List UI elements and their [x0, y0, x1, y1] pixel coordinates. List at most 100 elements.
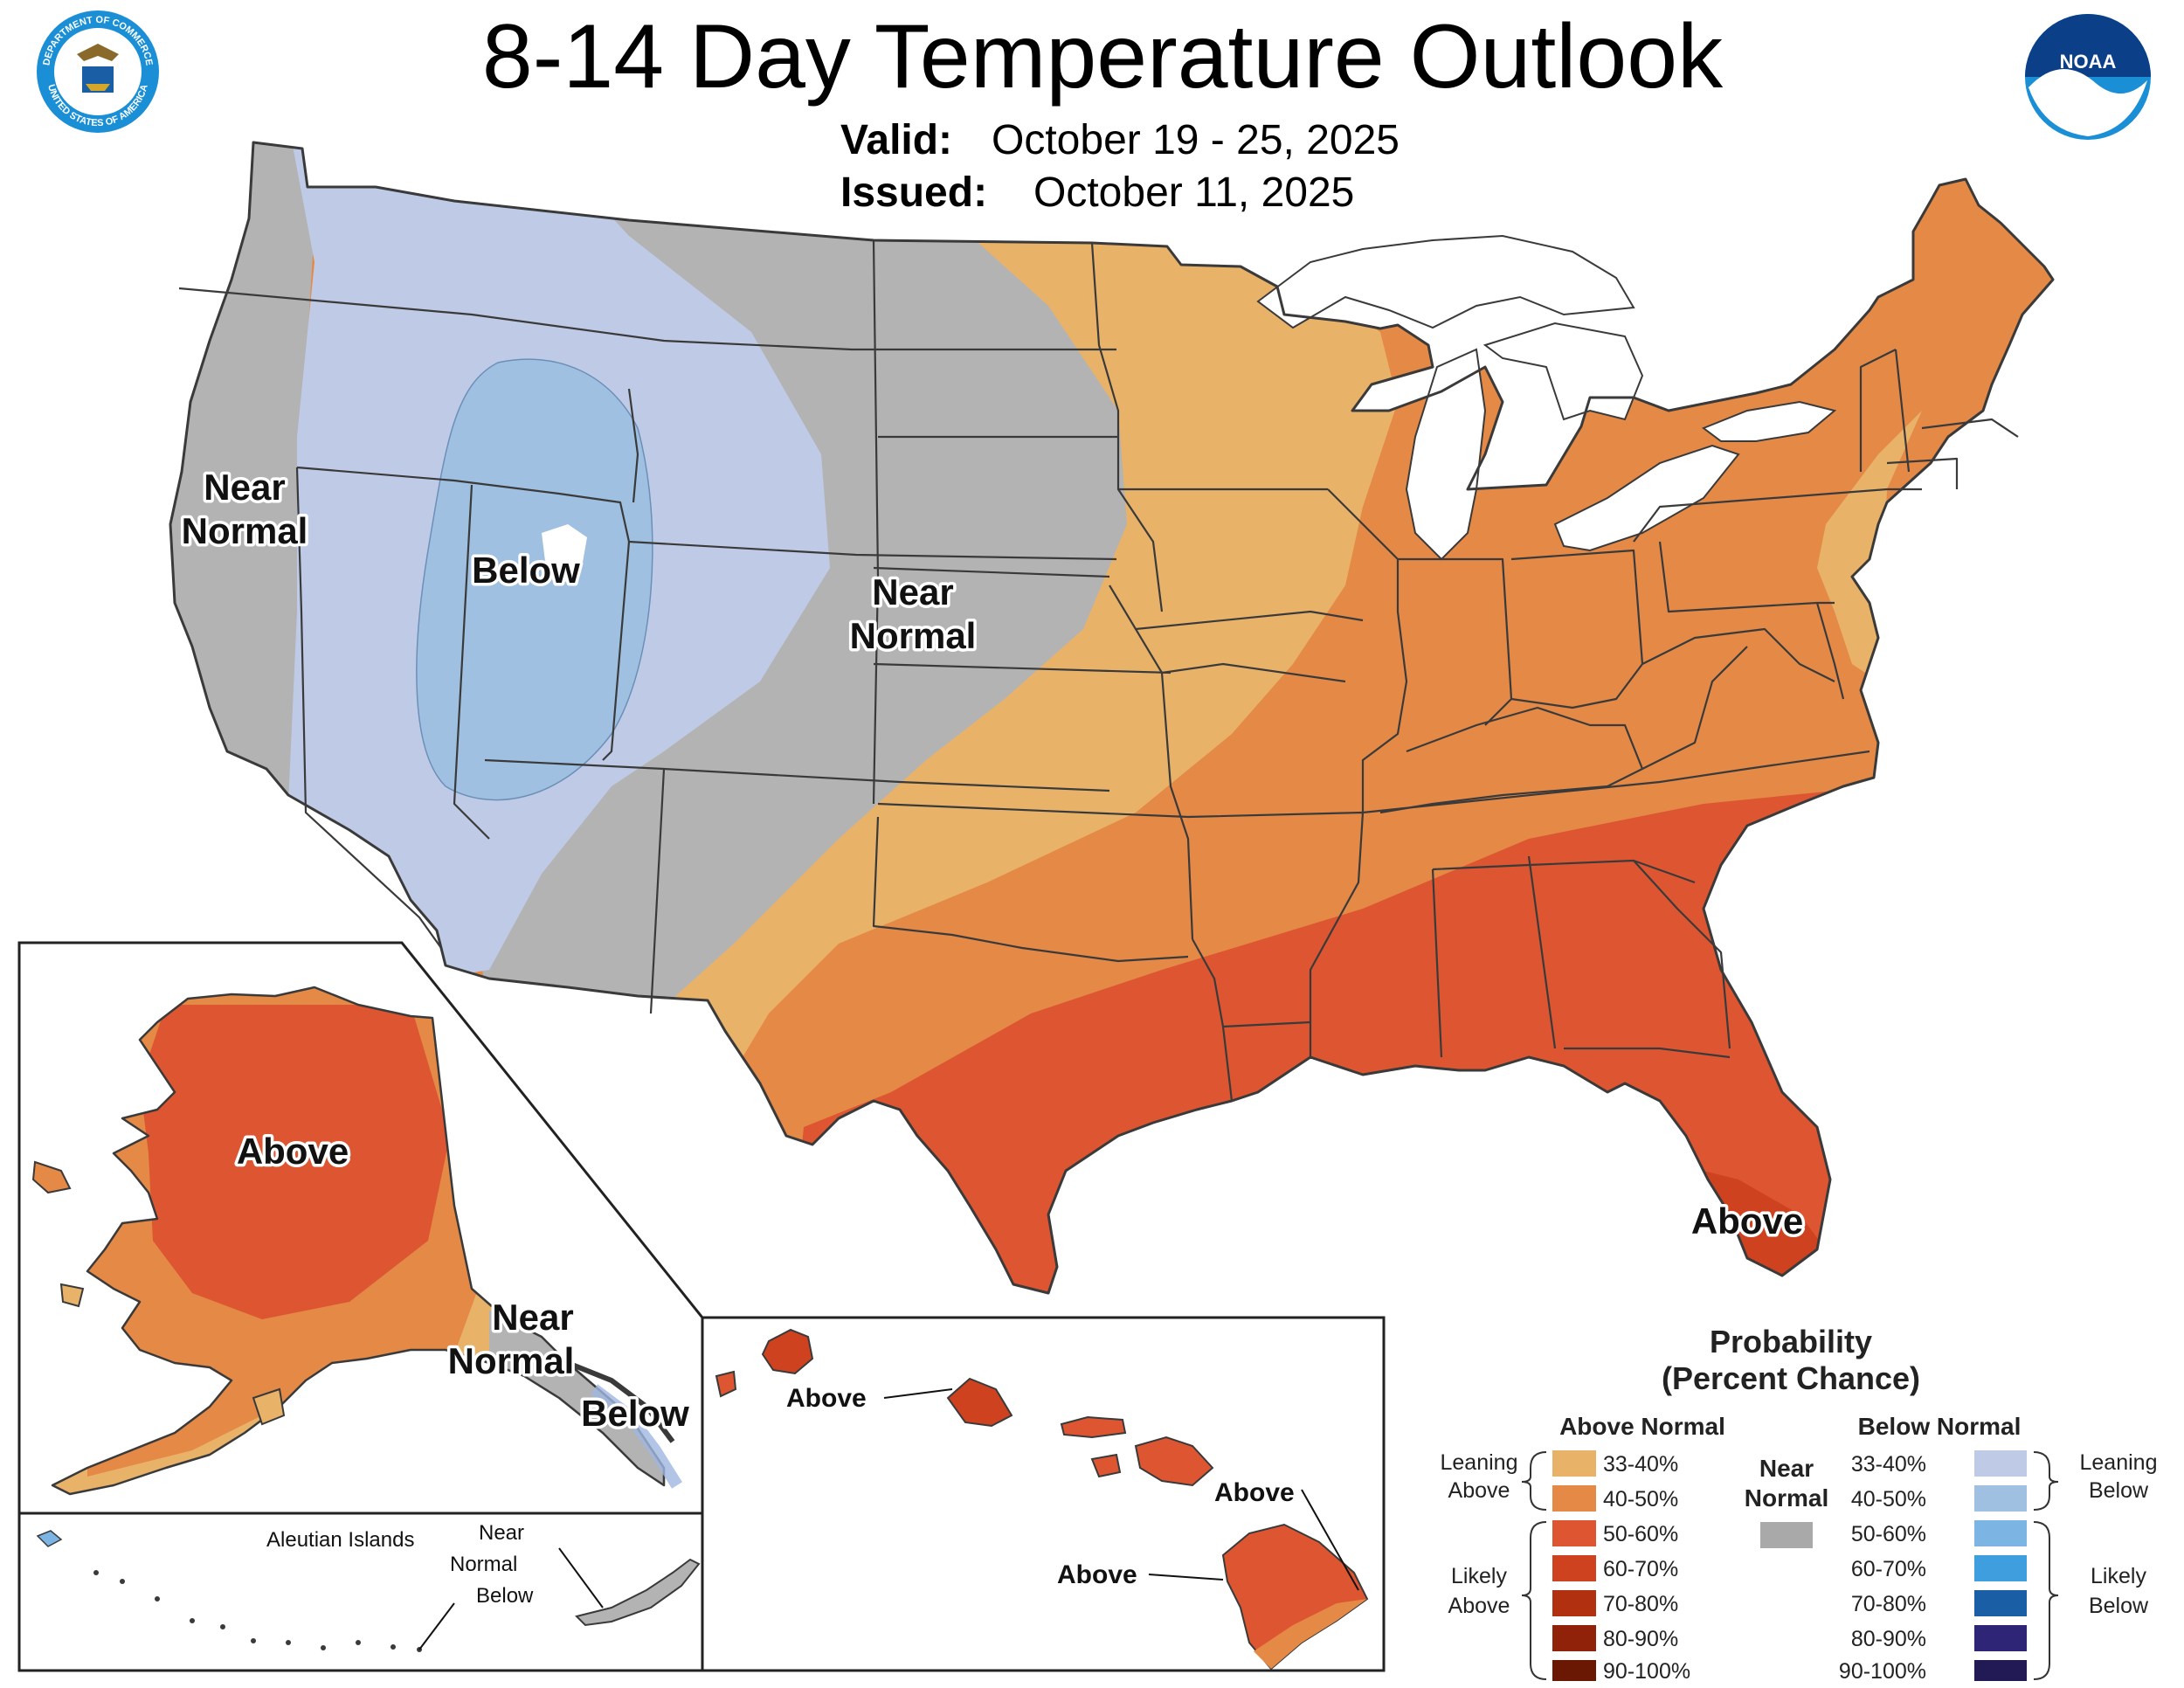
great-basin-below-label: Below	[472, 550, 580, 591]
legend-near-label-line1: Near	[1759, 1455, 1814, 1482]
legend-above-label-5: 80-90%	[1603, 1627, 1678, 1651]
legend-likely-above-bracket	[1521, 1521, 1547, 1680]
issued-date: October 11, 2025	[1033, 169, 1354, 216]
plains-normal-label: Normal	[850, 615, 977, 656]
aleutian-alaska-peninsula	[575, 1558, 701, 1627]
great-salt-lake	[542, 524, 587, 585]
legend-below-label-3: 60-70%	[1851, 1557, 1926, 1581]
hawaii-lanai	[1090, 1453, 1122, 1478]
legend-leaning-above-line2: Above	[1448, 1478, 1510, 1503]
legend-below-label-4: 70-80%	[1851, 1592, 1926, 1616]
hawaii-maui	[1134, 1435, 1214, 1487]
noaa-logo-top	[2025, 14, 2151, 77]
legend-above-swatch-1	[1552, 1485, 1596, 1512]
legend-above-swatch-2	[1552, 1520, 1596, 1546]
legend-below-swatch-4	[1974, 1590, 2027, 1616]
alaska-kodiak-island	[252, 1387, 286, 1426]
legend-leaning-above-line1: Leaning	[1441, 1450, 1518, 1475]
legend-above-label-4: 70-80%	[1603, 1592, 1678, 1616]
legend-below-label-0: 33-40%	[1851, 1452, 1926, 1477]
header: 8-14 Day Temperature Outlook Valid: Octo…	[482, 6, 1724, 216]
hawaii-inset: Above Above Above	[701, 1316, 1386, 1672]
legend-likely-above-line2: Above	[1448, 1594, 1510, 1618]
legend-title-line1: Probability	[1710, 1324, 1872, 1359]
conus-coastline	[169, 141, 2055, 1295]
legend-below-swatch-6	[1974, 1660, 2027, 1681]
legend-likely-above-line1: Likely	[1451, 1564, 1507, 1588]
alaska-below-label: Below	[581, 1393, 689, 1434]
noaa-logo-text: NOAA	[2060, 51, 2117, 73]
aleutian-attu-island	[36, 1530, 63, 1547]
hawaii-oahu	[946, 1377, 1013, 1428]
aleutian-normal-label: Normal	[450, 1553, 517, 1576]
legend-near-swatch	[1760, 1522, 1813, 1548]
legend-above-header: Above Normal	[1559, 1413, 1725, 1440]
legend-title-line2: (Percent Chance)	[1662, 1360, 1920, 1396]
hawaii-niihau	[715, 1370, 737, 1398]
legend-above-label-1: 40-50%	[1603, 1487, 1678, 1512]
alaska-st-lawrence-island	[31, 1160, 72, 1194]
conus-below-40-50	[416, 358, 653, 801]
legend-below-label-1: 40-50%	[1851, 1487, 1926, 1512]
legend-near-label-line2: Normal	[1745, 1484, 1828, 1512]
legend-above-label-3: 60-70%	[1603, 1557, 1678, 1581]
legend-leaning-above-bracket	[1521, 1451, 1547, 1511]
hawaii-maui-label: Above	[1214, 1478, 1295, 1507]
aleutian-inset-frame	[17, 1512, 704, 1672]
aleutian-near-label: Near	[479, 1521, 524, 1545]
aleutian-title: Aleutian Islands	[266, 1528, 414, 1552]
alaska-inset: Above Near Normal Below	[17, 941, 704, 1515]
seal-ship-icon	[86, 84, 110, 91]
alaska-coastline	[51, 986, 666, 1496]
legend-below-swatch-1	[1974, 1485, 2027, 1512]
hawaii-kauai-leader	[883, 1388, 953, 1399]
alaska-panhandle-islands	[566, 1360, 675, 1443]
alaska-above-50-60	[140, 1005, 450, 1319]
legend-below-header: Below Normal	[1858, 1413, 2022, 1440]
aleutian-leader-line-1	[418, 1602, 455, 1650]
alaska-near-label: Near	[492, 1297, 573, 1338]
legend-above-label-6: 90-100%	[1603, 1659, 1690, 1684]
aleutian-below-label: Below	[476, 1584, 534, 1608]
seal-eagle-icon	[77, 44, 119, 61]
hawaii-molokai	[1060, 1415, 1127, 1439]
hawaii-kauai	[761, 1328, 814, 1375]
noaa-bird-icon	[2028, 68, 2147, 136]
alaska-nunivak-island	[59, 1283, 85, 1308]
page-title: 8-14 Day Temperature Outlook	[482, 6, 1724, 107]
legend-above-swatch-3	[1552, 1555, 1596, 1581]
legend-above-swatch-0	[1552, 1450, 1596, 1477]
valid-dates: October 19 - 25, 2025	[992, 117, 1400, 163]
legend-below-label-5: 80-90%	[1851, 1627, 1926, 1651]
alaska-panhandle-below-area	[590, 1384, 682, 1489]
commerce-seal: DEPARTMENT OF COMMERCE UNITED STATES OF …	[37, 10, 159, 133]
legend-above-swatch-4	[1552, 1590, 1596, 1616]
state-boundaries	[178, 239, 2019, 1102]
legend-above-swatch-5	[1552, 1625, 1596, 1651]
hawaii-big-island-south	[1254, 1599, 1367, 1669]
hawaii-kauai-label: Above	[786, 1384, 867, 1413]
legend-likely-below-line1: Likely	[2091, 1564, 2146, 1588]
alaska-above-label: Above	[237, 1131, 349, 1172]
legend-leaning-below-line1: Leaning	[2080, 1450, 2158, 1475]
legend-below-swatch-0	[1974, 1450, 2027, 1477]
legend-leaning-below-bracket	[2033, 1451, 2059, 1511]
legend-above-label-2: 50-60%	[1603, 1522, 1678, 1546]
hawaii-big-island-leader	[1148, 1574, 1224, 1581]
aleutian-inset: Aleutian Islands Near Normal Below	[17, 1512, 704, 1672]
legend-below-bins: 33-40% 40-50% 50-60% 60-70% 70-80% 80-90…	[1839, 1450, 2027, 1684]
legend-above-swatch-6	[1552, 1660, 1596, 1681]
florida-above-label: Above	[1691, 1200, 1803, 1242]
west-coast-normal-label: Normal	[182, 510, 308, 551]
west-coast-near-label: Near	[204, 467, 285, 508]
legend-leaning-below-line2: Below	[2089, 1478, 2149, 1503]
legend-likely-below-bracket	[2033, 1521, 2059, 1680]
legend-below-label-6: 90-100%	[1839, 1659, 1926, 1684]
legend-below-label-2: 50-60%	[1851, 1522, 1926, 1546]
noaa-logo: NOAA	[2025, 14, 2151, 140]
hawaii-maui-leader	[1301, 1489, 1359, 1591]
issued-label: Issued:	[840, 169, 987, 216]
legend-below-swatch-3	[1974, 1555, 2027, 1581]
legend: Probability (Percent Chance) Above Norma…	[1441, 1324, 2158, 1684]
